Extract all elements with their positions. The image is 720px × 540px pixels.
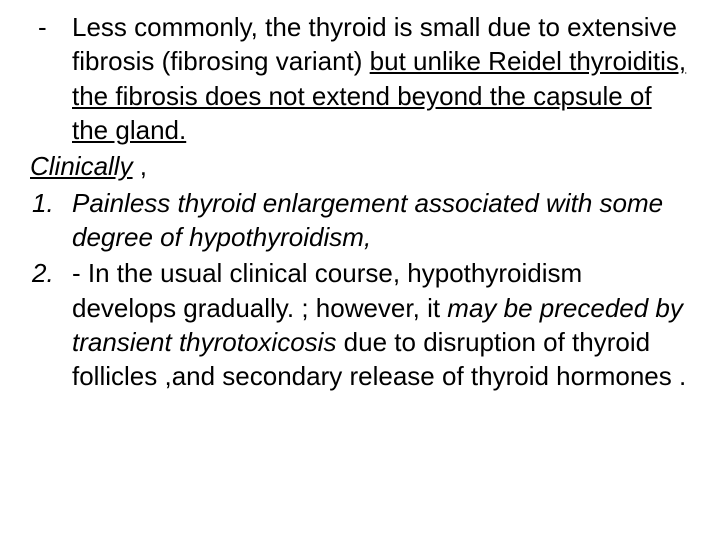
- bullet-text: Less commonly, the thyroid is small due …: [72, 10, 690, 147]
- item2-lead: -: [72, 258, 88, 288]
- bullet-item: - Less commonly, the thyroid is small du…: [30, 10, 690, 147]
- item1-text: Painless thyroid enlargement associated …: [72, 186, 690, 255]
- item2-marker: 2.: [30, 256, 72, 393]
- bullet-marker: -: [30, 10, 72, 147]
- item1-marker: 1.: [30, 186, 72, 255]
- heading-comma: ,: [133, 151, 147, 181]
- numbered-item-2: 2. - In the usual clinical course, hypot…: [30, 256, 690, 393]
- item2-text: - In the usual clinical course, hypothyr…: [72, 256, 690, 393]
- clinically-heading-row: Clinically ,: [30, 149, 690, 183]
- numbered-item-1: 1. Painless thyroid enlargement associat…: [30, 186, 690, 255]
- clinically-heading: Clinically: [30, 151, 133, 181]
- slide-text-content: - Less commonly, the thyroid is small du…: [30, 10, 690, 393]
